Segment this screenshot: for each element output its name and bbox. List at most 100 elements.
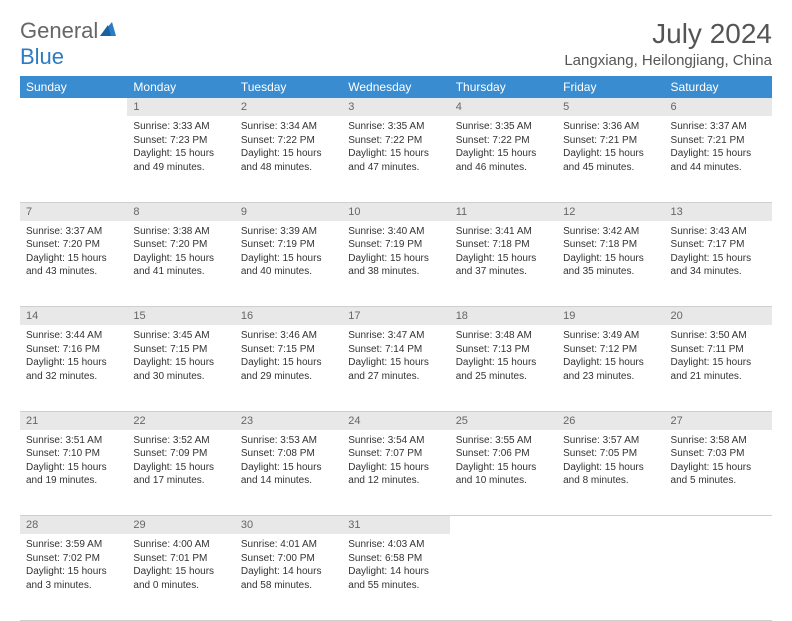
day-number-cell: 10 [342,202,449,221]
sun-day1: Daylight: 15 hours [133,565,228,579]
sun-day1: Daylight: 15 hours [671,461,766,475]
sun-sunrise: Sunrise: 3:41 AM [456,225,551,239]
sun-day2: and 27 minutes. [348,370,443,384]
sun-sunrise: Sunrise: 3:46 AM [241,329,336,343]
sun-sunrise: Sunrise: 3:51 AM [26,434,121,448]
sun-sunset: Sunset: 7:00 PM [241,552,336,566]
day-number-cell: 25 [450,411,557,430]
sun-sunrise: Sunrise: 3:49 AM [563,329,658,343]
sun-day2: and 55 minutes. [348,579,443,593]
sun-sunrise: Sunrise: 3:45 AM [133,329,228,343]
sun-day1: Daylight: 15 hours [456,147,551,161]
sun-sunrise: Sunrise: 3:37 AM [671,120,766,134]
sun-sunrise: Sunrise: 3:44 AM [26,329,121,343]
sun-day1: Daylight: 15 hours [563,461,658,475]
day-number-row: 21222324252627 [20,411,772,430]
day-body-cell [557,534,664,620]
day-body-cell: Sunrise: 4:01 AMSunset: 7:00 PMDaylight:… [235,534,342,620]
day-number-cell: 23 [235,411,342,430]
weekday-header: Wednesday [342,76,449,98]
sun-sunrise: Sunrise: 4:00 AM [133,538,228,552]
sun-sunrise: Sunrise: 3:48 AM [456,329,551,343]
day-number-cell [665,516,772,535]
day-body-cell [450,534,557,620]
sun-day1: Daylight: 15 hours [26,565,121,579]
day-number-cell: 8 [127,202,234,221]
day-number-row: 14151617181920 [20,307,772,326]
brand-part1: General [20,18,98,43]
sun-sunset: Sunset: 7:19 PM [241,238,336,252]
day-number-cell: 5 [557,98,664,116]
sun-day1: Daylight: 14 hours [348,565,443,579]
sun-day2: and 14 minutes. [241,474,336,488]
day-number-cell: 13 [665,202,772,221]
day-number-cell: 18 [450,307,557,326]
sun-sunset: Sunset: 7:17 PM [671,238,766,252]
sun-sunset: Sunset: 7:22 PM [348,134,443,148]
sun-sunrise: Sunrise: 3:40 AM [348,225,443,239]
sun-day1: Daylight: 15 hours [241,147,336,161]
day-body-cell: Sunrise: 3:49 AMSunset: 7:12 PMDaylight:… [557,325,664,411]
sun-day2: and 23 minutes. [563,370,658,384]
sun-sunrise: Sunrise: 3:43 AM [671,225,766,239]
sun-sunset: Sunset: 7:09 PM [133,447,228,461]
day-body-cell: Sunrise: 3:35 AMSunset: 7:22 PMDaylight:… [450,116,557,202]
day-number-cell: 27 [665,411,772,430]
sun-sunrise: Sunrise: 3:39 AM [241,225,336,239]
sun-day1: Daylight: 15 hours [26,252,121,266]
sun-day2: and 19 minutes. [26,474,121,488]
sun-sunrise: Sunrise: 3:55 AM [456,434,551,448]
sun-sunrise: Sunrise: 3:59 AM [26,538,121,552]
sun-day2: and 12 minutes. [348,474,443,488]
day-body-cell: Sunrise: 3:57 AMSunset: 7:05 PMDaylight:… [557,430,664,516]
sun-day1: Daylight: 15 hours [133,252,228,266]
day-body-cell: Sunrise: 3:43 AMSunset: 7:17 PMDaylight:… [665,221,772,307]
sun-day1: Daylight: 15 hours [563,252,658,266]
sun-sunset: Sunset: 7:07 PM [348,447,443,461]
day-body-cell: Sunrise: 3:36 AMSunset: 7:21 PMDaylight:… [557,116,664,202]
sun-day2: and 10 minutes. [456,474,551,488]
day-number-cell: 20 [665,307,772,326]
sun-sunset: Sunset: 7:10 PM [26,447,121,461]
day-number-cell: 2 [235,98,342,116]
sun-sunrise: Sunrise: 3:53 AM [241,434,336,448]
day-body-cell: Sunrise: 3:40 AMSunset: 7:19 PMDaylight:… [342,221,449,307]
day-number-cell: 28 [20,516,127,535]
day-body-cell: Sunrise: 3:47 AMSunset: 7:14 PMDaylight:… [342,325,449,411]
sun-day1: Daylight: 15 hours [563,356,658,370]
weekday-header: Tuesday [235,76,342,98]
sun-day2: and 8 minutes. [563,474,658,488]
sun-day1: Daylight: 15 hours [348,356,443,370]
sun-sunset: Sunset: 7:06 PM [456,447,551,461]
sun-sunset: Sunset: 7:21 PM [563,134,658,148]
sun-sunset: Sunset: 7:20 PM [133,238,228,252]
sun-day2: and 37 minutes. [456,265,551,279]
sail-icon [98,18,118,44]
day-number-cell: 17 [342,307,449,326]
sun-sunset: Sunset: 7:22 PM [241,134,336,148]
sun-day2: and 34 minutes. [671,265,766,279]
day-body-cell: Sunrise: 3:38 AMSunset: 7:20 PMDaylight:… [127,221,234,307]
day-number-cell: 4 [450,98,557,116]
weekday-header: Friday [557,76,664,98]
day-number-cell [20,98,127,116]
day-number-cell: 24 [342,411,449,430]
sun-sunrise: Sunrise: 3:57 AM [563,434,658,448]
sun-sunset: Sunset: 7:12 PM [563,343,658,357]
sun-day2: and 48 minutes. [241,161,336,175]
sun-day2: and 58 minutes. [241,579,336,593]
day-number-row: 78910111213 [20,202,772,221]
sun-sunset: Sunset: 7:16 PM [26,343,121,357]
day-number-cell [557,516,664,535]
day-number-cell: 16 [235,307,342,326]
sun-sunset: Sunset: 7:15 PM [241,343,336,357]
brand-part2: Blue [20,44,64,69]
day-body-row: Sunrise: 3:59 AMSunset: 7:02 PMDaylight:… [20,534,772,620]
sun-day2: and 43 minutes. [26,265,121,279]
day-number-cell: 19 [557,307,664,326]
sun-day1: Daylight: 15 hours [456,461,551,475]
day-body-cell: Sunrise: 3:46 AMSunset: 7:15 PMDaylight:… [235,325,342,411]
sun-sunset: Sunset: 7:14 PM [348,343,443,357]
day-number-cell: 1 [127,98,234,116]
day-body-row: Sunrise: 3:44 AMSunset: 7:16 PM Daylight:… [20,325,772,411]
